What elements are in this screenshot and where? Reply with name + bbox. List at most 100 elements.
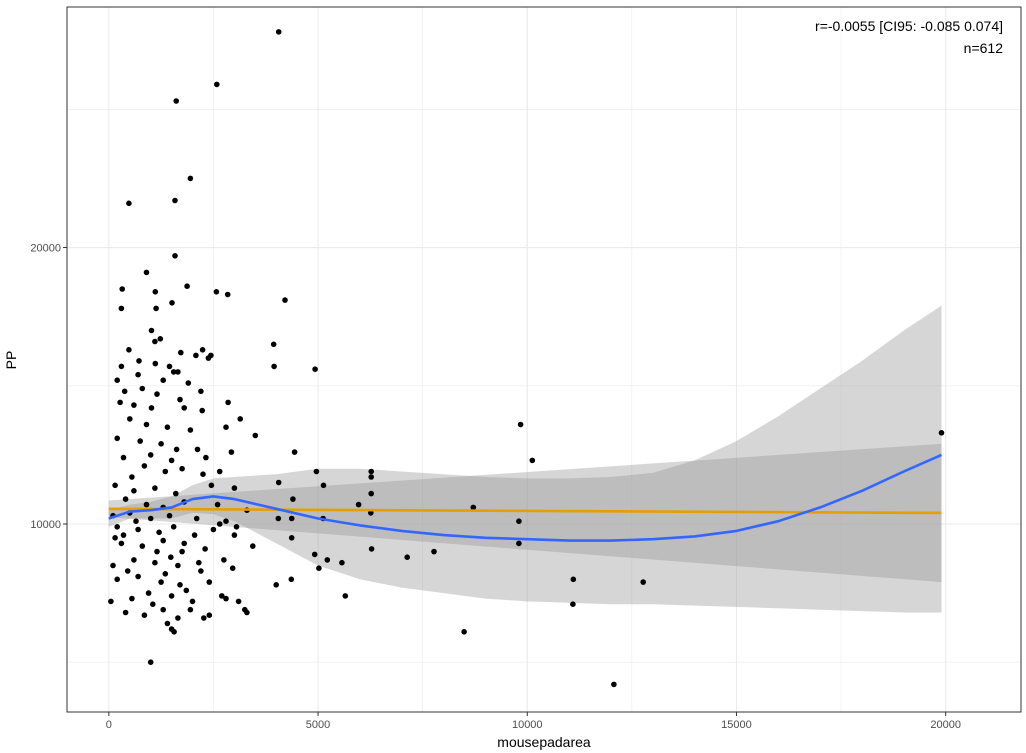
data-point	[231, 485, 238, 491]
data-point	[181, 405, 187, 411]
data-point	[938, 430, 945, 436]
data-point	[147, 515, 154, 522]
data-point	[216, 521, 223, 527]
data-point	[213, 289, 220, 295]
data-point	[173, 98, 179, 104]
data-point	[127, 416, 133, 422]
x-tick-label: 20000	[930, 719, 961, 731]
data-point	[152, 289, 159, 295]
data-point	[179, 548, 185, 555]
data-point	[470, 504, 477, 511]
loess-fit-line	[108, 453, 943, 542]
sample-size-annotation: n=612	[964, 40, 1004, 56]
data-point	[237, 416, 243, 422]
data-point	[162, 468, 169, 475]
data-point	[170, 369, 177, 375]
data-point	[194, 446, 201, 453]
data-point	[316, 565, 322, 571]
data-point	[229, 565, 236, 571]
data-point	[199, 407, 205, 414]
data-point	[160, 606, 166, 613]
data-point	[275, 479, 282, 486]
data-point	[368, 510, 374, 516]
data-point	[189, 598, 196, 605]
data-point	[171, 629, 177, 635]
data-point	[223, 424, 229, 431]
data-point	[141, 463, 148, 469]
data-point	[252, 432, 259, 439]
data-point	[214, 81, 220, 88]
fit-lines	[108, 453, 943, 542]
data-point	[516, 540, 522, 547]
data-point	[250, 543, 256, 549]
x-tick-label: 0	[106, 719, 112, 731]
data-point	[208, 482, 215, 489]
data-point	[120, 454, 127, 461]
data-points	[108, 29, 945, 688]
data-point	[112, 535, 118, 541]
data-point	[175, 369, 181, 375]
x-tick-label: 10000	[512, 719, 543, 731]
data-point	[120, 532, 127, 538]
data-point	[133, 518, 139, 524]
data-point	[160, 537, 166, 544]
data-point	[148, 327, 155, 334]
data-point	[136, 358, 142, 364]
data-point	[177, 396, 183, 403]
data-point	[164, 424, 171, 431]
data-point	[183, 587, 190, 594]
data-point	[313, 468, 320, 475]
data-point	[143, 501, 150, 508]
data-point	[198, 388, 204, 395]
data-point	[129, 474, 135, 480]
data-point	[312, 366, 318, 373]
data-point	[368, 474, 375, 480]
data-point	[570, 576, 577, 583]
data-point	[270, 341, 277, 348]
data-point	[141, 612, 148, 618]
x-tick-label: 5000	[306, 719, 330, 731]
data-point	[152, 338, 158, 345]
data-point	[291, 449, 298, 455]
loess-confidence-band	[108, 305, 942, 613]
data-point	[118, 540, 125, 547]
data-point	[129, 595, 135, 602]
data-point	[203, 454, 209, 461]
data-point	[168, 457, 175, 464]
data-point	[311, 551, 318, 558]
data-point	[210, 526, 217, 533]
panel-background	[67, 7, 1021, 712]
data-point	[202, 546, 208, 552]
data-point	[282, 297, 288, 303]
data-point	[228, 449, 235, 455]
data-point	[529, 457, 536, 464]
x-axis-title: mousepadarea	[497, 734, 591, 750]
data-point	[201, 615, 207, 621]
data-point	[275, 515, 282, 522]
y-tick-label: 20000	[30, 243, 61, 255]
data-point	[170, 524, 177, 530]
data-point	[145, 590, 152, 596]
data-point	[200, 471, 206, 478]
data-point	[135, 371, 141, 378]
data-point	[517, 421, 524, 428]
data-point	[175, 615, 181, 621]
data-point	[342, 593, 349, 599]
data-point	[461, 629, 467, 635]
data-point	[198, 568, 204, 574]
data-point	[324, 557, 331, 563]
data-point	[118, 363, 125, 370]
data-point	[152, 559, 158, 566]
data-point	[118, 305, 125, 312]
data-point	[368, 468, 375, 475]
data-point	[114, 576, 120, 583]
data-point	[288, 515, 295, 522]
data-point	[221, 557, 227, 563]
data-point	[178, 349, 184, 356]
data-point	[147, 659, 154, 665]
data-point	[187, 175, 194, 182]
x-axis-ticks: 0 5000 10000 15000 20000	[106, 712, 961, 731]
data-point	[168, 593, 175, 599]
data-point	[185, 380, 192, 386]
